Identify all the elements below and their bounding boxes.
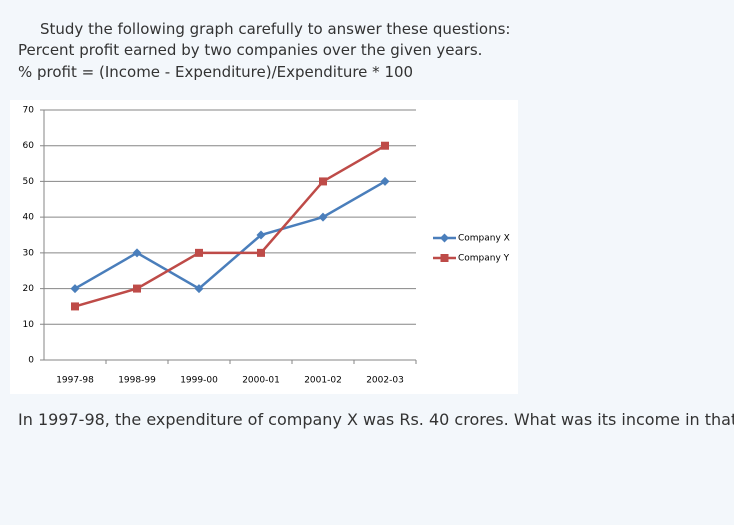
point [133, 284, 141, 293]
y-tick-label: 20 [23, 284, 35, 294]
legend-label: Company X [458, 234, 510, 244]
x-tick-label: 1998-99 [118, 376, 156, 386]
y-tick-label: 30 [23, 248, 35, 258]
point [195, 248, 203, 257]
chart-background [10, 100, 518, 394]
x-tick-label: 2001-02 [304, 376, 342, 386]
intro-line: Percent profit earned by two companies o… [18, 41, 483, 59]
point [70, 284, 80, 294]
point [319, 177, 327, 186]
y-tick-label: 0 [28, 356, 34, 366]
intro-line: % profit = (Income - Expenditure)/Expend… [18, 63, 414, 81]
series-line [74, 180, 386, 291]
legend-marker [440, 233, 449, 243]
point [194, 284, 204, 294]
legend-marker [440, 254, 449, 262]
point [380, 176, 390, 186]
point [132, 248, 142, 258]
point [381, 141, 389, 150]
y-tick-label: 70 [23, 106, 35, 116]
point [71, 302, 79, 311]
y-tick-label: 10 [23, 320, 35, 330]
y-tick-label: 60 [23, 141, 35, 151]
x-tick-label: 2000-01 [242, 376, 280, 386]
y-tick-label: 40 [23, 213, 35, 223]
question: In 1997-98, the expenditure of company X… [18, 410, 734, 429]
intro-line: Study the following graph carefully to a… [40, 20, 511, 38]
x-tick-label: 1999-00 [180, 376, 218, 386]
series-line [74, 144, 386, 308]
x-tick-label: 1997-98 [56, 376, 94, 386]
point [318, 212, 328, 222]
chart: 0 10 20 30 40 50 60 70 1997-98 1998-99 1999-00 2000… [10, 100, 518, 394]
point [256, 230, 266, 240]
y-tick-label: 50 [23, 177, 35, 187]
point [257, 248, 265, 257]
x-tick-label: 2002-03 [366, 376, 404, 386]
legend-label: Company Y [458, 254, 510, 264]
